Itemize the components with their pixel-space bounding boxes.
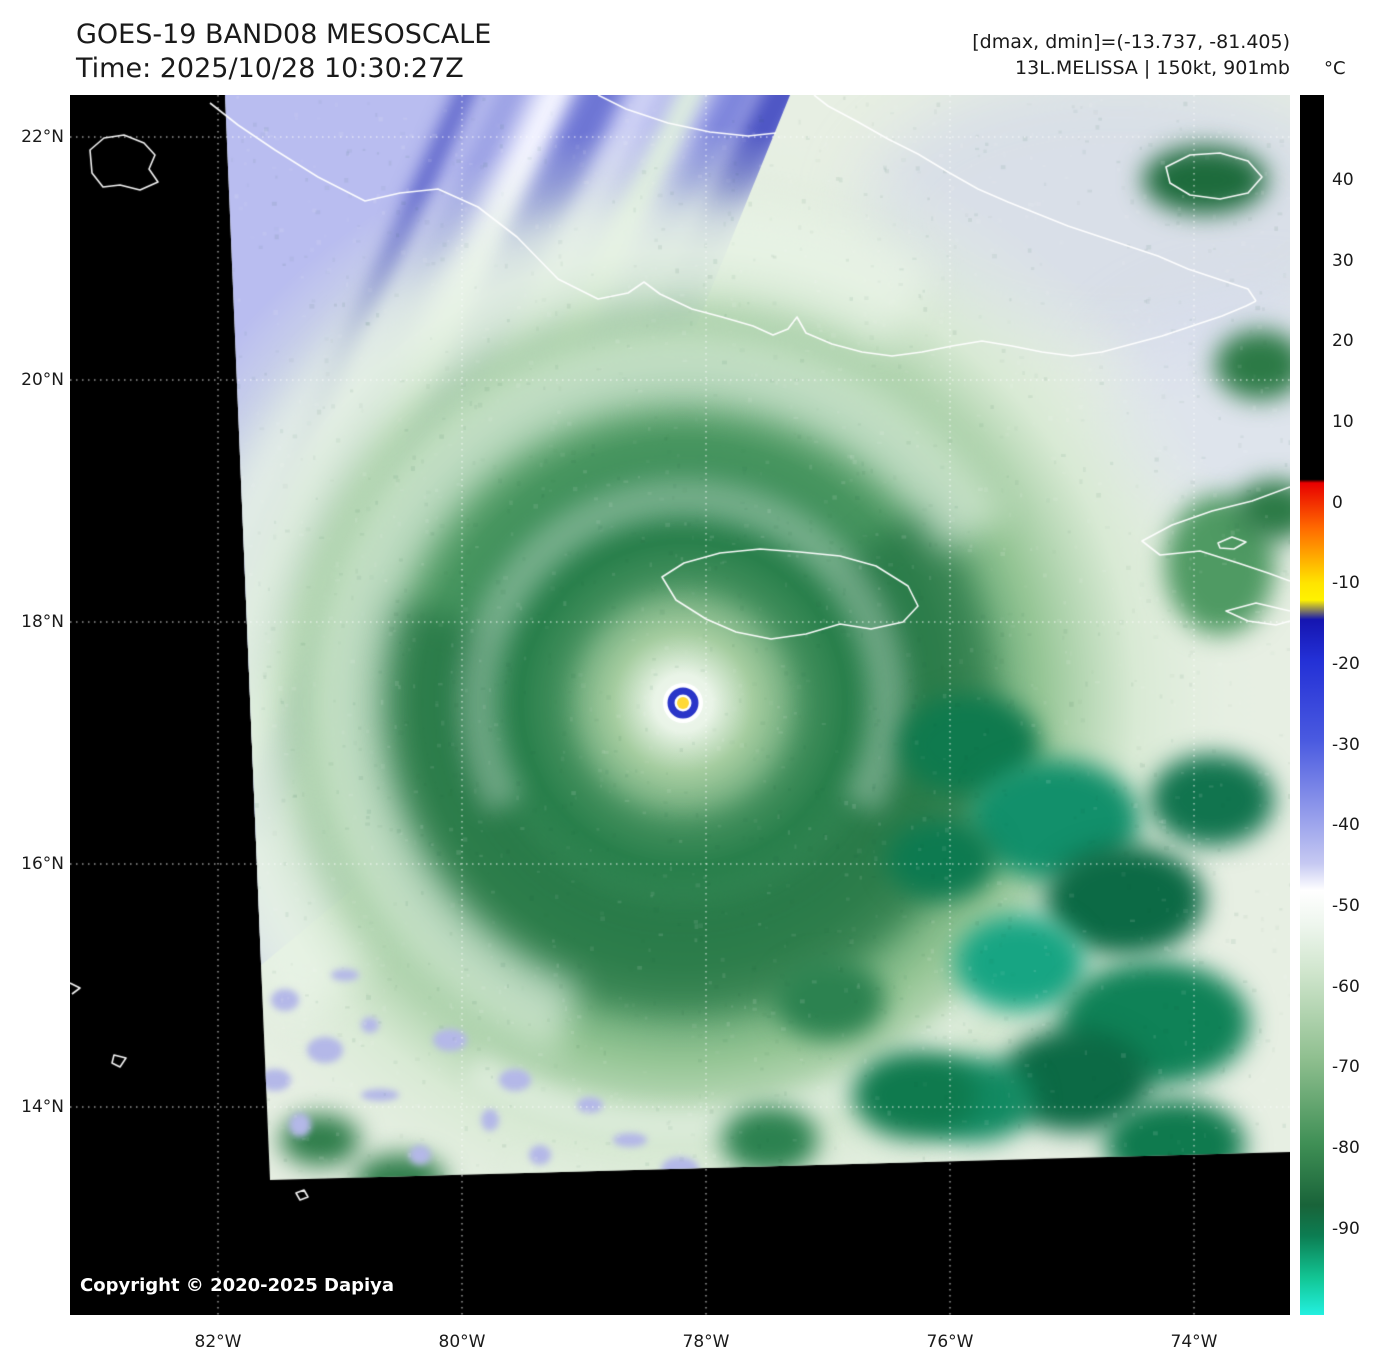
copyright: Copyright © 2020-2025 Dapiya <box>80 1275 395 1296</box>
colorbar-tick: 20 <box>1332 331 1354 351</box>
lat-label: 16°N <box>21 854 64 874</box>
lat-label: 18°N <box>21 612 64 632</box>
timestamp: Time: 2025/10/28 10:30:27Z <box>76 52 464 84</box>
colorbar-tick: -80 <box>1332 1138 1360 1158</box>
colorbar-unit: °C <box>1324 58 1346 79</box>
colorbar-tick: -20 <box>1332 654 1360 674</box>
colorbar-tick: -70 <box>1332 1057 1360 1077</box>
dmax-dmin-readout: [dmax, dmin]=(-13.737, -81.405) <box>972 31 1290 53</box>
colorbar <box>1300 95 1324 1315</box>
header-right: [dmax, dmin]=(-13.737, -81.405) 13L.MELI… <box>972 30 1290 81</box>
satellite-image <box>70 95 1290 1315</box>
colorbar-tick: 30 <box>1332 251 1354 271</box>
colorbar-tick: 10 <box>1332 412 1354 432</box>
lon-label: 80°W <box>438 1332 486 1352</box>
lat-label: 20°N <box>21 370 64 390</box>
colorbar-tick: -60 <box>1332 977 1360 997</box>
lon-label: 76°W <box>926 1332 974 1352</box>
lat-label: 22°N <box>21 127 64 147</box>
lon-label: 78°W <box>682 1332 730 1352</box>
colorbar-tick: -50 <box>1332 896 1360 916</box>
colorbar-tick: 40 <box>1332 170 1354 190</box>
colorbar-tick: -30 <box>1332 735 1360 755</box>
colorbar-tick: 0 <box>1332 493 1343 513</box>
colorbar-tick: -40 <box>1332 815 1360 835</box>
colorbar-tick: -10 <box>1332 573 1360 593</box>
product-title: GOES-19 BAND08 MESOSCALE <box>76 19 492 50</box>
storm-info: 13L.MELISSA | 150kt, 901mb <box>1015 56 1290 79</box>
colorbar-tick: -90 <box>1332 1219 1360 1239</box>
satellite-map: Copyright © 2020-2025 Dapiya <box>70 95 1290 1315</box>
lat-label: 14°N <box>21 1097 64 1117</box>
lon-label: 82°W <box>194 1332 242 1352</box>
lon-label: 74°W <box>1170 1332 1218 1352</box>
header-left: GOES-19 BAND08 MESOSCALE Time: 2025/10/2… <box>76 18 491 86</box>
